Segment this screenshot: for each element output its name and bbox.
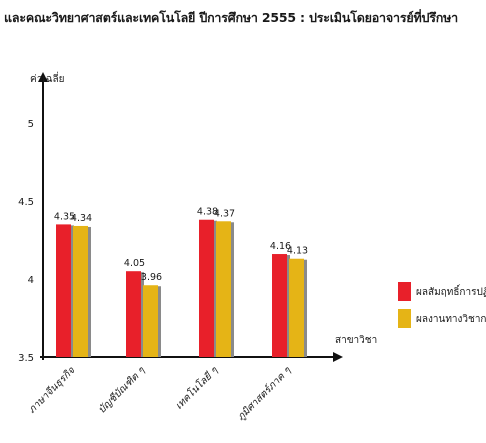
- x-tick-label: ภูมิศาสตร์ภาค ๆ: [235, 364, 294, 423]
- bar: [289, 258, 304, 357]
- y-tick-label: 3.5: [18, 353, 34, 364]
- y-tick-label: 5: [28, 119, 34, 130]
- bar: [272, 254, 287, 357]
- data-label: 4.35: [54, 211, 75, 222]
- y-axis-label: ค่าเฉลี่ย: [30, 71, 65, 85]
- data-label: 4.16: [270, 241, 291, 252]
- bar: [73, 225, 88, 357]
- data-label: 4.05: [124, 258, 145, 269]
- legend-label: ผลงานทางวิชาการ: [416, 314, 486, 325]
- bar: [126, 271, 141, 357]
- data-label: 4.37: [214, 208, 235, 219]
- x-axis-label: สาขาวิชา: [335, 335, 377, 346]
- legend-swatch: [398, 309, 411, 328]
- bar: [143, 285, 158, 357]
- x-tick-label: ภาษาจีนธุรกิจ: [26, 364, 78, 416]
- y-tick-label: 4.5: [18, 197, 34, 208]
- x-tick-label: เทคโนโลยี ๆ: [173, 364, 221, 412]
- chart-title: และคณะวิทยาศาสตร์และเทคโนโลยี ปีการศึกษา…: [4, 10, 458, 25]
- data-label: 4.38: [197, 207, 218, 218]
- data-label: 3.96: [141, 272, 162, 283]
- legend-label: ผลสัมฤทธิ์การปฏิบัติ: [416, 284, 486, 298]
- data-label: 4.34: [71, 213, 92, 224]
- y-tick-label: 4: [28, 275, 34, 286]
- bar: [199, 219, 214, 357]
- x-tick-label: บัญชีบัณฑิต ๆ: [96, 364, 148, 416]
- legend-swatch: [398, 282, 411, 301]
- bar: [56, 224, 71, 357]
- data-label: 4.13: [287, 246, 308, 257]
- bar: [216, 221, 231, 357]
